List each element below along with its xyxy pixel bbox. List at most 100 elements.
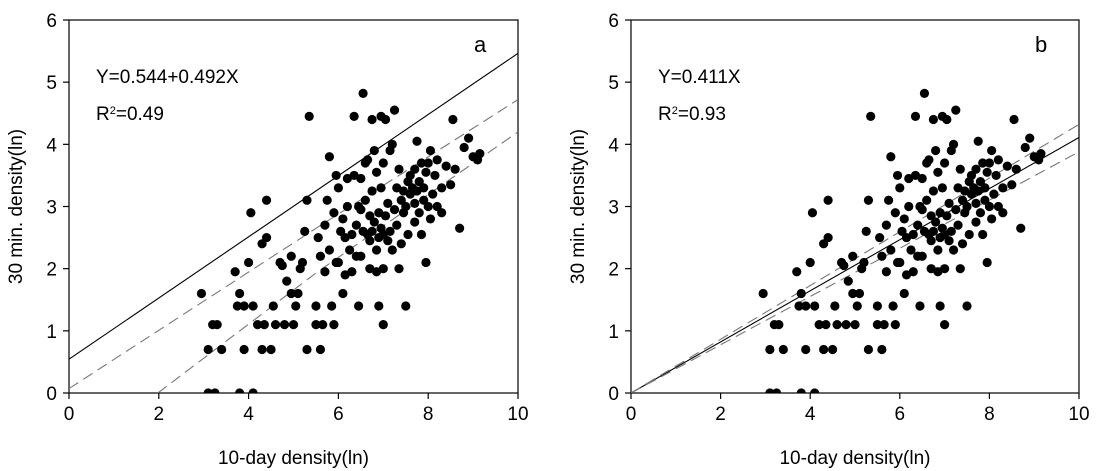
data-point <box>915 301 925 311</box>
data-point <box>848 251 858 261</box>
data-point <box>971 198 981 208</box>
data-point <box>441 161 451 171</box>
data-point <box>416 158 427 168</box>
data-point <box>931 145 941 156</box>
data-point <box>957 239 968 249</box>
data-point <box>293 288 303 299</box>
data-point <box>459 142 469 153</box>
axis-ticks: 0 2 4 6 8 10 0 1 2 3 4 5 6 <box>46 11 528 425</box>
data-point <box>778 344 788 355</box>
data-point <box>772 388 782 393</box>
data-point <box>349 111 359 121</box>
data-point <box>895 257 905 268</box>
data-point <box>261 195 272 205</box>
data-point <box>376 183 386 193</box>
data-point <box>356 173 366 184</box>
data-point <box>796 388 806 393</box>
data-point <box>877 251 887 261</box>
data-point <box>1016 223 1026 233</box>
data-point <box>203 344 213 355</box>
data-point <box>437 208 447 218</box>
data-point <box>425 214 436 224</box>
y-tick-label: 5 <box>46 73 57 94</box>
data-point <box>982 257 992 268</box>
data-point <box>322 195 332 205</box>
data-point <box>239 301 249 311</box>
data-point <box>908 229 918 240</box>
data-point <box>792 267 802 277</box>
data-point <box>801 301 811 311</box>
data-point <box>971 217 981 227</box>
data-point <box>320 220 330 230</box>
data-point <box>329 208 339 218</box>
data-point <box>821 320 831 330</box>
data-point <box>246 208 256 218</box>
data-point <box>924 155 934 165</box>
data-points <box>196 88 485 393</box>
data-point <box>324 152 335 162</box>
data-point <box>854 288 865 299</box>
data-point <box>347 267 357 277</box>
data-point <box>848 288 858 299</box>
data-point <box>810 301 820 311</box>
confidence-upper-line <box>69 99 518 390</box>
data-point <box>884 195 894 205</box>
data-point <box>210 388 220 393</box>
data-point <box>931 217 941 227</box>
data-point <box>993 155 1003 165</box>
data-point <box>412 136 422 146</box>
data-point <box>414 208 424 218</box>
data-point <box>248 388 258 393</box>
data-point <box>908 267 918 277</box>
data-point <box>828 344 838 355</box>
y-tick-label: 3 <box>46 198 57 219</box>
data-point <box>257 344 267 355</box>
data-point <box>311 301 321 311</box>
data-point <box>814 320 824 330</box>
x-tick-label: 10 <box>1068 404 1089 425</box>
data-point <box>839 260 849 271</box>
data-point <box>881 267 891 277</box>
data-point <box>324 245 335 255</box>
data-point <box>796 288 806 299</box>
data-point <box>890 208 900 218</box>
data-point <box>369 217 379 227</box>
data-point <box>991 170 1001 181</box>
data-point <box>1002 161 1012 171</box>
x-tick-label: 2 <box>154 404 165 425</box>
data-point <box>955 264 965 274</box>
axis-ticks: 0 2 4 6 8 10 0 1 2 3 4 5 6 <box>608 11 1089 425</box>
data-point <box>801 344 811 355</box>
data-point <box>794 301 804 311</box>
data-point <box>302 344 312 355</box>
x-axis-label: 10-day density(ln) <box>218 448 369 469</box>
data-point <box>951 105 961 115</box>
y-tick-label: 0 <box>46 384 57 405</box>
data-point <box>356 205 366 215</box>
data-point <box>383 198 393 208</box>
data-point <box>392 220 402 230</box>
data-point <box>371 245 382 255</box>
x-tick-label: 6 <box>333 404 344 425</box>
data-point <box>410 198 420 208</box>
data-point <box>423 158 433 168</box>
data-point <box>910 111 921 121</box>
data-point <box>385 226 395 236</box>
data-point <box>387 139 397 149</box>
data-point <box>989 189 999 199</box>
data-point <box>843 276 853 286</box>
data-point <box>881 220 891 230</box>
data-point <box>437 183 447 193</box>
data-point <box>374 301 384 311</box>
data-point <box>286 288 296 299</box>
data-point <box>863 344 874 355</box>
data-point <box>917 173 927 184</box>
y-axis-label: 30 min. density(ln) <box>6 129 27 284</box>
data-point <box>955 164 965 174</box>
plot-area <box>69 52 518 393</box>
data-point <box>410 164 420 174</box>
data-point <box>389 205 400 215</box>
data-point <box>899 214 909 224</box>
data-point <box>841 320 851 330</box>
